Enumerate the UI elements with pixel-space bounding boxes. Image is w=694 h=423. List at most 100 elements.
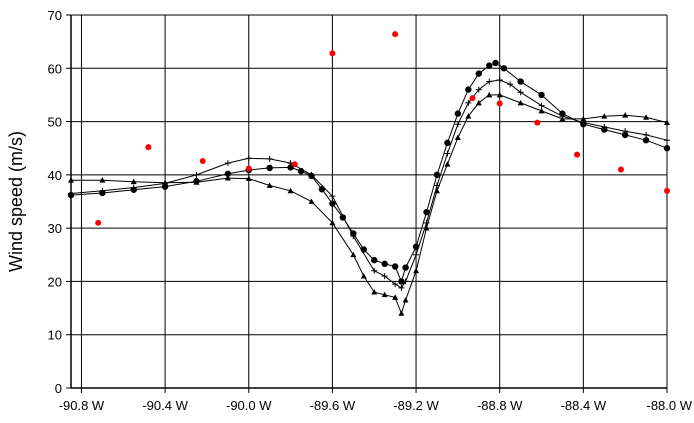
- data-point-dot: [496, 100, 503, 107]
- tick-labels: 0 10 20 30 40 50 60 70 -90.8 W -90.4 W -90.0 W -89.…: [48, 8, 693, 413]
- data-point-triangle: [224, 175, 231, 181]
- data-point-plus: [538, 102, 545, 109]
- data-point-triangle: [99, 177, 106, 183]
- data-point-triangle: [486, 91, 493, 98]
- grid: [71, 14, 668, 388]
- data-point-plus: [444, 150, 451, 157]
- data-point-circle: [444, 139, 451, 147]
- data-point-circle: [402, 264, 409, 271]
- data-point-dot: [469, 95, 476, 102]
- data-point-triangle: [622, 112, 629, 118]
- y-tick-label: 50: [48, 115, 62, 130]
- x-tick-label: -88.4 W: [561, 398, 607, 413]
- y-tick-label: 30: [48, 221, 62, 236]
- data-point-plus: [350, 233, 357, 240]
- data-point-circle: [492, 59, 499, 67]
- data-point-plus: [643, 131, 650, 138]
- data-point-plus: [507, 81, 514, 88]
- data-point-plus: [517, 89, 524, 96]
- data-point-plus: [130, 184, 137, 191]
- data-point-plus: [398, 284, 405, 291]
- data-point-dot: [534, 119, 541, 126]
- data-point-triangle: [664, 119, 670, 126]
- data-point-triangle: [350, 251, 357, 258]
- axes: [66, 14, 668, 393]
- data-point-plus: [622, 128, 629, 135]
- y-tick-label: 70: [48, 8, 62, 23]
- data-point-circle: [663, 145, 671, 152]
- data-point-plus: [381, 273, 388, 280]
- data-point-circle: [517, 78, 524, 85]
- data-point-triangle: [433, 187, 440, 194]
- data-point-plus: [601, 123, 608, 130]
- series-line: [71, 94, 668, 315]
- data-point-circle: [621, 131, 629, 139]
- x-tick-label: -88.0 W: [646, 398, 692, 413]
- data-point-circle: [412, 243, 420, 250]
- data-point-plus: [423, 219, 430, 226]
- data-point-plus: [402, 278, 409, 285]
- data-point-triangle: [454, 134, 461, 140]
- data-point-circle: [318, 186, 326, 193]
- series-triangle: [68, 91, 670, 316]
- data-point-triangle: [245, 175, 252, 181]
- data-point-triangle: [360, 273, 367, 279]
- data-point-plus: [245, 155, 252, 162]
- data-point-triangle: [465, 113, 472, 119]
- x-tick-label: -89.2 W: [393, 398, 439, 413]
- data-point-circle: [500, 65, 508, 72]
- data-point-circle: [391, 263, 399, 270]
- series-line: [70, 79, 668, 289]
- data-point-triangle: [130, 178, 137, 185]
- data-point-plus: [486, 78, 493, 85]
- x-tick-label: -90.0 W: [226, 398, 272, 413]
- data-point-circle: [266, 164, 273, 172]
- x-tick-label: -89.6 W: [310, 398, 356, 413]
- data-point-triangle: [329, 219, 336, 226]
- data-point-triangle: [287, 187, 294, 194]
- data-point-circle: [454, 110, 462, 117]
- data-point-plus: [496, 77, 503, 84]
- data-point-dot: [95, 219, 102, 226]
- data-point-triangle: [402, 297, 409, 303]
- data-point-triangle: [308, 198, 315, 204]
- data-point-circle: [423, 208, 430, 216]
- x-tick-label: -88.8 W: [477, 398, 523, 413]
- data-point-triangle: [601, 113, 608, 119]
- data-point-triangle: [371, 289, 378, 295]
- data-point-plus: [454, 121, 461, 128]
- data-point-plus: [224, 160, 231, 167]
- data-point-dot: [392, 31, 399, 38]
- data-point-triangle: [538, 107, 545, 114]
- data-series: [67, 31, 671, 316]
- data-point-circle: [475, 70, 482, 77]
- data-point-triangle: [392, 294, 399, 300]
- data-point-plus: [371, 267, 378, 274]
- data-point-plus: [475, 86, 482, 93]
- data-point-circle: [329, 200, 336, 207]
- data-point-plus: [392, 281, 399, 288]
- data-point-triangle: [266, 182, 273, 188]
- data-point-circle: [538, 91, 545, 99]
- x-tick-label: -90.8 W: [59, 398, 105, 413]
- data-point-triangle: [559, 115, 566, 122]
- data-point-dot: [329, 50, 336, 57]
- data-point-dot: [617, 166, 624, 173]
- data-point-triangle: [193, 179, 200, 185]
- data-point-dot: [291, 161, 298, 168]
- data-point-circle: [371, 256, 378, 264]
- data-point-plus: [413, 251, 420, 258]
- data-point-dot: [245, 165, 252, 172]
- data-point-circle: [381, 260, 388, 268]
- data-point-circle: [433, 171, 441, 179]
- data-point-plus: [266, 155, 273, 162]
- data-point-triangle: [423, 225, 430, 231]
- data-point-plus: [193, 171, 200, 178]
- data-point-triangle: [381, 291, 388, 298]
- data-point-triangle: [413, 267, 420, 274]
- data-point-triangle: [398, 310, 405, 316]
- data-point-triangle: [475, 99, 482, 106]
- data-point-dot: [145, 144, 152, 151]
